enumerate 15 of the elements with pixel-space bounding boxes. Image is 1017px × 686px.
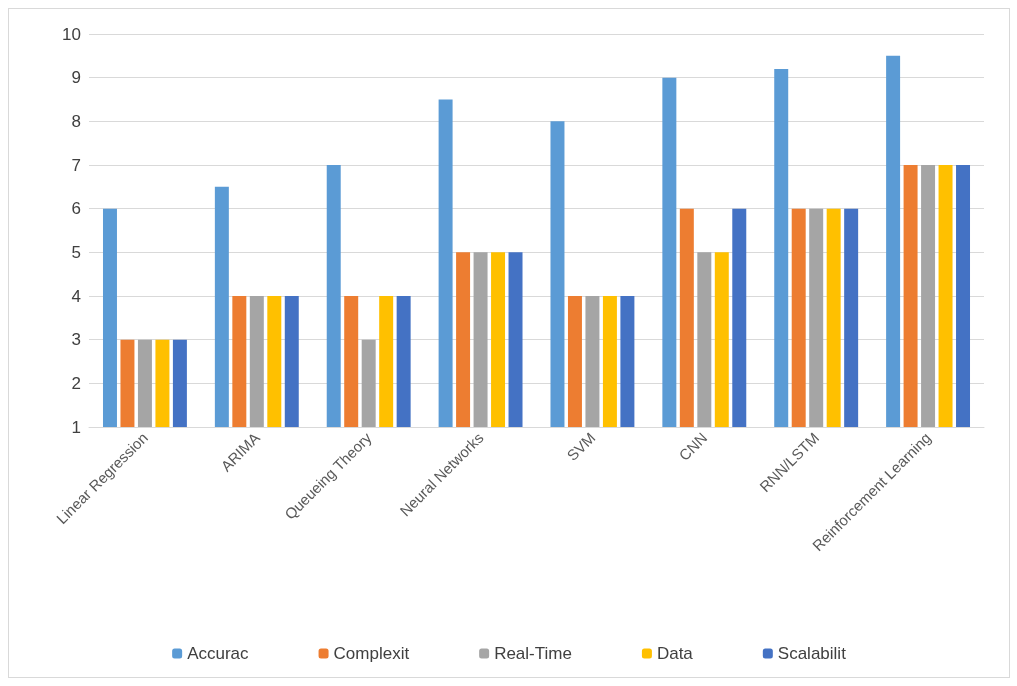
y-tick-label: 10	[62, 24, 81, 44]
y-tick-label: 3	[71, 330, 81, 350]
y-tick-label: 7	[71, 155, 81, 175]
legend-label: Accurac	[187, 644, 250, 663]
legend-label: Real-Time	[494, 644, 572, 663]
legend-label: Data	[656, 644, 694, 663]
y-tick-label: 4	[71, 286, 81, 306]
y-tick-label: 5	[71, 242, 81, 262]
legend-label: Complexit	[333, 644, 410, 663]
y-tick-label: 1	[71, 417, 81, 437]
y-tick-label: 6	[71, 199, 81, 219]
legend-label: Scalabilit	[777, 644, 847, 663]
y-tick-label: 2	[71, 373, 81, 393]
y-tick-label: 9	[71, 68, 81, 88]
y-tick-label: 8	[71, 111, 81, 131]
